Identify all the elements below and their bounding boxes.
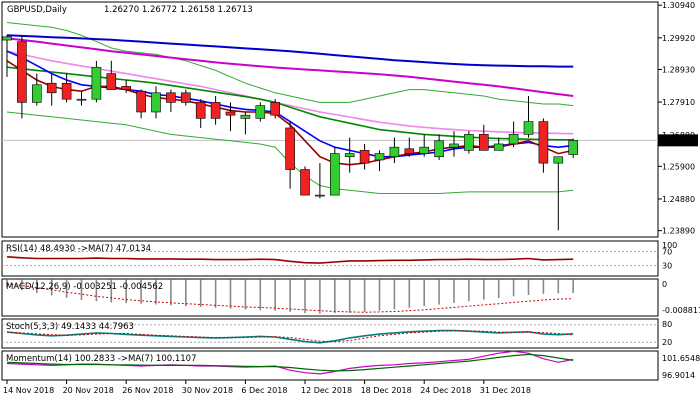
candle-body [478,134,489,151]
bollinger-upper-line [6,22,574,107]
stoch-label: Stoch(5,3,3) 49.1433 44.7963 [6,322,134,332]
x-tick-label: 30 Nov 2018 [182,386,233,395]
macd-right-bottom: -0.008811 [662,306,700,315]
current-price-tag [658,134,698,147]
rsi-top-label: 100 [662,241,677,250]
momentum-panel-frame [1,350,659,381]
y-tick-label: 1.24880 [662,195,695,204]
x-tick-label: 24 Dec 2018 [420,386,471,395]
candle-body [315,194,325,197]
candle-body [464,134,474,151]
price-panel: 1.309401.299201.289301.279101.268801.259… [1,1,698,238]
y-tick-label: 1.23890 [662,227,695,236]
x-tick-label: 20 Nov 2018 [63,386,114,395]
candle-body [151,92,161,113]
stoch-main-line [6,329,574,344]
candle-body [449,143,459,148]
candle-body [329,153,340,196]
macd-panel: MACD(12,26,9) -0.003251 -0.004562 0 -0.008… [1,278,700,317]
candle-body [181,92,191,103]
candle-body [195,102,206,119]
candle-body [553,156,564,164]
candle-body [404,148,415,154]
candle-body [240,114,251,119]
candle-body [31,84,42,103]
current-price-label: 1.26713 [662,136,698,145]
stoch-right-bottom: 20 [662,338,672,347]
candle-body [136,90,146,113]
candle-body [493,143,504,151]
ma-green-line [6,66,574,141]
ma-slow-blue-line [6,34,574,68]
ohlc-header: 1.26270 1.26772 1.26158 1.26713 [104,5,253,15]
candle-body [434,140,444,158]
x-tick-label: 18 Dec 2018 [361,386,412,395]
rsi-level-70: 70 [662,248,672,257]
rsi-label: RSI(14) 48.4930 ->MA(7) 47.0134 [6,244,151,254]
macd-label: MACD(12,26,9) -0.003251 -0.004562 [6,282,163,292]
y-tick-label: 1.27910 [662,98,695,107]
candle-body [76,98,87,101]
x-tick-label: 26 Nov 2018 [122,386,173,395]
macd-signal-line [6,283,574,313]
candle-body [538,121,549,164]
candle-body [121,86,131,90]
candle-body [270,102,281,116]
ma-pink-line [6,50,574,135]
candle-body [2,36,12,41]
y-tick-label: 1.25900 [662,162,695,171]
candle-body [300,169,310,196]
x-tick-label: 6 Dec 2018 [241,386,287,395]
candle-body [285,127,295,170]
candle-body [419,146,430,154]
x-tick-label: 14 Nov 2018 [3,386,54,395]
candle-body [46,82,57,94]
candle-body [389,146,400,158]
x-axis: 14 Nov 2018 20 Nov 2018 26 Nov 2018 30 Nov … [3,380,531,395]
y-tick-label: 1.29920 [662,34,695,43]
x-tick-label: 31 Dec 2018 [480,386,531,395]
momentum-label: Momentum(14) 100.2833 ->MA(7) 100.1107 [6,354,196,364]
y-tick-label: 1.28930 [662,65,695,74]
candle-body [255,105,266,119]
candle-body [61,82,72,100]
stoch-panel: Stoch(5,3,3) 49.1433 44.7963 80 20 [1,318,672,349]
rsi-line [6,256,574,264]
candle-body [523,121,534,135]
candle-body [91,66,102,100]
x-tick-label: 12 Dec 2018 [301,386,352,395]
momentum-right-top: 101.6548 [662,354,700,363]
macd-right-top: 0 [662,280,667,289]
candle-body [225,111,236,116]
candle-body [374,153,385,161]
candle-body [17,41,27,103]
chart-title: GBPUSD,Daily [7,5,67,15]
candle-body [344,153,355,158]
momentum-right-bottom: 96.9014 [662,371,695,380]
momentum-panel: Momentum(14) 100.2833 ->MA(7) 100.1107 10… [1,350,700,381]
stoch-right-top: 80 [662,320,672,329]
candle-body [359,150,370,164]
y-tick-label: 1.30940 [662,1,695,10]
candle-body [508,134,519,145]
candle-body [210,102,221,119]
stoch-signal-line [6,330,574,343]
candle-body [568,140,579,155]
momentum-ma-line [6,353,574,372]
candle-body [166,92,176,103]
candle-body [106,73,117,90]
rsi-level-30: 30 [662,262,672,271]
ma-magenta-line [6,37,574,97]
